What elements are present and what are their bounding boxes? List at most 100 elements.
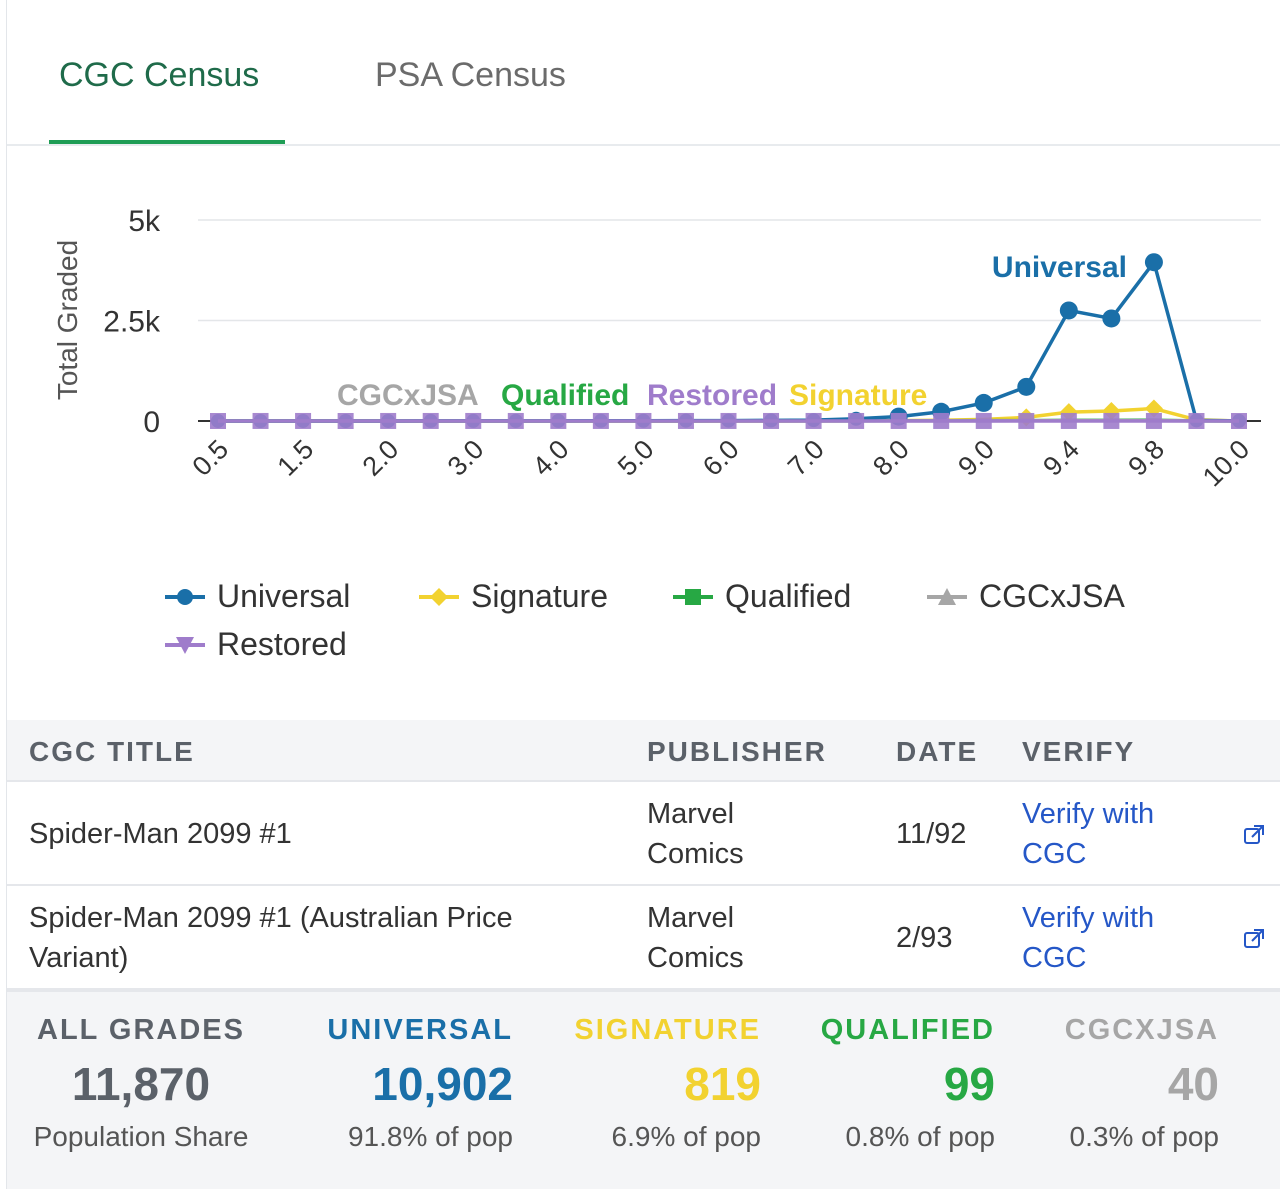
legend-label: Restored bbox=[217, 626, 347, 662]
circle-marker-icon bbox=[165, 588, 205, 605]
verify-with-cgc-link[interactable]: Verify with CGC bbox=[1022, 794, 1154, 874]
verify-line: Verify with bbox=[1022, 798, 1155, 830]
summary-value: 99 bbox=[943, 1058, 995, 1110]
publisher-line: Marvel bbox=[647, 902, 735, 934]
x-tick-label: 9.4 bbox=[1037, 434, 1085, 482]
legend-item-qualified[interactable]: Qualified bbox=[673, 578, 851, 615]
verify-line: CGC bbox=[1022, 838, 1087, 870]
row-title: Spider-Man 2099 #1 bbox=[29, 818, 292, 850]
legend-label: Qualified bbox=[725, 578, 852, 614]
tab-psa-census[interactable]: PSA Census bbox=[375, 56, 566, 94]
data-point-universal bbox=[1017, 377, 1036, 396]
data-point-restored bbox=[1103, 412, 1120, 429]
publisher-line: Marvel bbox=[647, 798, 735, 830]
summary-value: 40 bbox=[1167, 1058, 1219, 1110]
title-line: Variant) bbox=[29, 942, 129, 974]
x-tick-label: 0.5 bbox=[186, 434, 234, 482]
data-point-restored bbox=[465, 412, 482, 429]
summary-value: 11,870 bbox=[71, 1058, 211, 1110]
data-point-restored bbox=[592, 412, 609, 429]
legend-item-signature[interactable]: Signature bbox=[419, 578, 608, 615]
data-point-restored bbox=[890, 412, 907, 429]
data-point-restored bbox=[848, 412, 865, 429]
series-annotation-restored: Restored bbox=[647, 379, 777, 412]
data-point-restored bbox=[550, 412, 567, 429]
verify-line: CGC bbox=[1022, 942, 1087, 974]
triangle-marker-icon bbox=[927, 587, 967, 605]
header-cgc-title: CGC TITLE bbox=[29, 736, 195, 767]
data-point-restored bbox=[720, 412, 737, 429]
x-tick-label: 6.0 bbox=[697, 434, 745, 482]
summary-qualified: QUALIFIED 99 0.8% of pop bbox=[787, 1014, 995, 1153]
y-tick-label: 0 bbox=[143, 406, 160, 439]
summary-all-grades: ALL GRADES 11,870 Population Share bbox=[25, 1014, 257, 1153]
row-date: 11/92 bbox=[896, 818, 967, 850]
y-tick-label: 2.5k bbox=[103, 306, 161, 339]
data-point-restored bbox=[422, 412, 439, 429]
summary-sub: Population Share bbox=[33, 1121, 249, 1152]
summary-label: CGCXJSA bbox=[1064, 1014, 1219, 1046]
legend-label: Universal bbox=[217, 578, 351, 614]
x-tick-label: 5.0 bbox=[612, 434, 660, 482]
table-row: Spider-Man 2099 #1 Marvel Comics 11/92 V… bbox=[7, 782, 1280, 886]
summary-signature: SIGNATURE 819 6.9% of pop bbox=[547, 1014, 761, 1153]
summary-value: 819 bbox=[684, 1058, 761, 1110]
x-tick-label: 10.0 bbox=[1197, 434, 1255, 492]
summary-label: QUALIFIED bbox=[820, 1014, 995, 1046]
data-point-restored bbox=[210, 413, 226, 429]
x-tick-label: 1.5 bbox=[272, 434, 320, 482]
verify-with-cgc-link[interactable]: Verify with CGC bbox=[1022, 898, 1154, 978]
summary-label: SIGNATURE bbox=[574, 1014, 761, 1046]
tab-cgc-census[interactable]: CGC Census bbox=[59, 56, 260, 94]
data-point-universal bbox=[1059, 301, 1078, 320]
data-point-universal bbox=[1102, 309, 1121, 328]
x-tick-label: 7.0 bbox=[782, 434, 830, 482]
y-axis-title: Total Graded bbox=[52, 240, 83, 400]
active-tab-indicator bbox=[49, 140, 285, 144]
data-point-universal bbox=[1144, 253, 1163, 272]
data-point-universal bbox=[974, 393, 993, 412]
summary-sub: 0.3% of pop bbox=[1069, 1121, 1219, 1152]
data-point-restored bbox=[1145, 412, 1162, 429]
data-point-restored bbox=[805, 412, 822, 429]
external-link-icon[interactable] bbox=[1243, 928, 1265, 950]
data-point-restored bbox=[635, 412, 652, 429]
census-card: CGC Census PSA Census 0 2.5k 5k Total Grade… bbox=[6, 0, 1280, 1189]
summary-value: 10,902 bbox=[372, 1058, 513, 1110]
data-point-restored bbox=[677, 412, 694, 429]
data-point-restored bbox=[975, 412, 992, 429]
data-point-restored bbox=[252, 412, 269, 429]
row-title: Spider-Man 2099 #1 (Australian Price Var… bbox=[29, 898, 513, 978]
publisher-line: Comics bbox=[647, 942, 744, 974]
table-header: CGC TITLE PUBLISHER DATE VERIFY bbox=[7, 720, 1280, 782]
legend-item-cgcxjsa[interactable]: CGCxJSA bbox=[927, 578, 1125, 615]
x-tick-label: 3.0 bbox=[442, 434, 490, 482]
legend-label: Signature bbox=[471, 578, 608, 614]
row-publisher: Marvel Comics bbox=[647, 794, 744, 874]
data-point-restored bbox=[763, 412, 780, 429]
legend-item-universal[interactable]: Universal bbox=[165, 578, 350, 615]
data-point-restored bbox=[380, 412, 397, 429]
census-line-chart: 0 2.5k 5k Total Graded 0.5 1.5 2.0 3.0 4.0 5.0 6.0… bbox=[52, 205, 1261, 492]
publisher-line: Comics bbox=[647, 838, 744, 870]
summary-sub: 6.9% of pop bbox=[611, 1121, 761, 1152]
table-row: Spider-Man 2099 #1 (Australian Price Var… bbox=[7, 886, 1280, 990]
x-tick-label: 4.0 bbox=[527, 434, 575, 482]
census-chart: 0 2.5k 5k Total Graded 0.5 1.5 2.0 3.0 4.0 5.0 6.0… bbox=[7, 150, 1280, 710]
series-annotation-qualified: Qualified bbox=[501, 379, 629, 412]
data-point-restored bbox=[1188, 413, 1205, 429]
header-date: DATE bbox=[896, 736, 979, 767]
external-link-icon[interactable] bbox=[1243, 824, 1265, 846]
x-tick-label: 9.0 bbox=[952, 434, 1000, 482]
x-tick-label: 8.0 bbox=[867, 434, 915, 482]
series-annotation-cgcxjsa: CGCxJSA bbox=[337, 379, 479, 412]
data-point-restored bbox=[1231, 413, 1247, 429]
data-point-restored bbox=[1018, 412, 1035, 429]
legend-item-restored[interactable]: Restored bbox=[165, 626, 347, 663]
series-annotation-signature: Signature bbox=[789, 379, 927, 412]
square-marker-icon bbox=[673, 588, 713, 605]
row-publisher: Marvel Comics bbox=[647, 898, 744, 978]
data-point-restored bbox=[295, 412, 312, 429]
verify-line: Verify with bbox=[1022, 902, 1155, 934]
summary-sub: 91.8% of pop bbox=[347, 1121, 513, 1152]
